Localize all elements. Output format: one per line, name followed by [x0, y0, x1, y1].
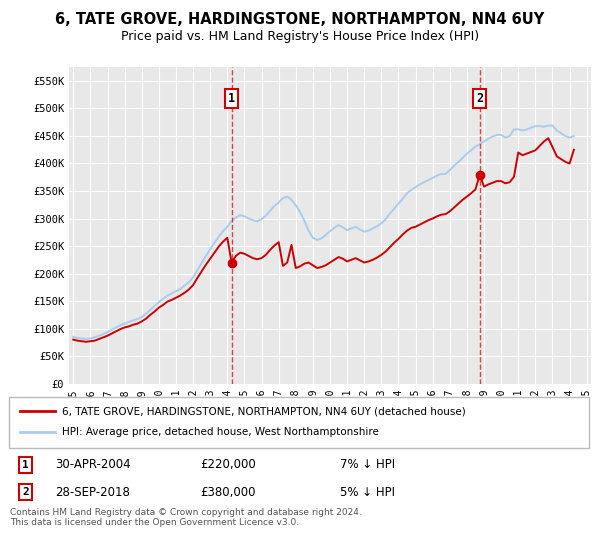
Text: Contains HM Land Registry data © Crown copyright and database right 2024.
This d: Contains HM Land Registry data © Crown c… [10, 508, 362, 528]
Text: £380,000: £380,000 [200, 486, 256, 498]
Text: 7% ↓ HPI: 7% ↓ HPI [340, 459, 395, 472]
Text: 6, TATE GROVE, HARDINGSTONE, NORTHAMPTON, NN4 6UY (detached house): 6, TATE GROVE, HARDINGSTONE, NORTHAMPTON… [62, 407, 466, 417]
Text: 6, TATE GROVE, HARDINGSTONE, NORTHAMPTON, NN4 6UY: 6, TATE GROVE, HARDINGSTONE, NORTHAMPTON… [55, 12, 545, 27]
Text: 1: 1 [22, 460, 29, 470]
Text: HPI: Average price, detached house, West Northamptonshire: HPI: Average price, detached house, West… [62, 427, 379, 437]
Text: 5% ↓ HPI: 5% ↓ HPI [340, 486, 395, 498]
Text: £220,000: £220,000 [200, 459, 256, 472]
Text: 30-APR-2004: 30-APR-2004 [55, 459, 131, 472]
Text: 28-SEP-2018: 28-SEP-2018 [55, 486, 130, 498]
Text: Price paid vs. HM Land Registry's House Price Index (HPI): Price paid vs. HM Land Registry's House … [121, 30, 479, 43]
Text: 1: 1 [228, 92, 235, 105]
Text: 2: 2 [476, 92, 484, 105]
FancyBboxPatch shape [9, 396, 589, 447]
Text: 2: 2 [22, 487, 29, 497]
